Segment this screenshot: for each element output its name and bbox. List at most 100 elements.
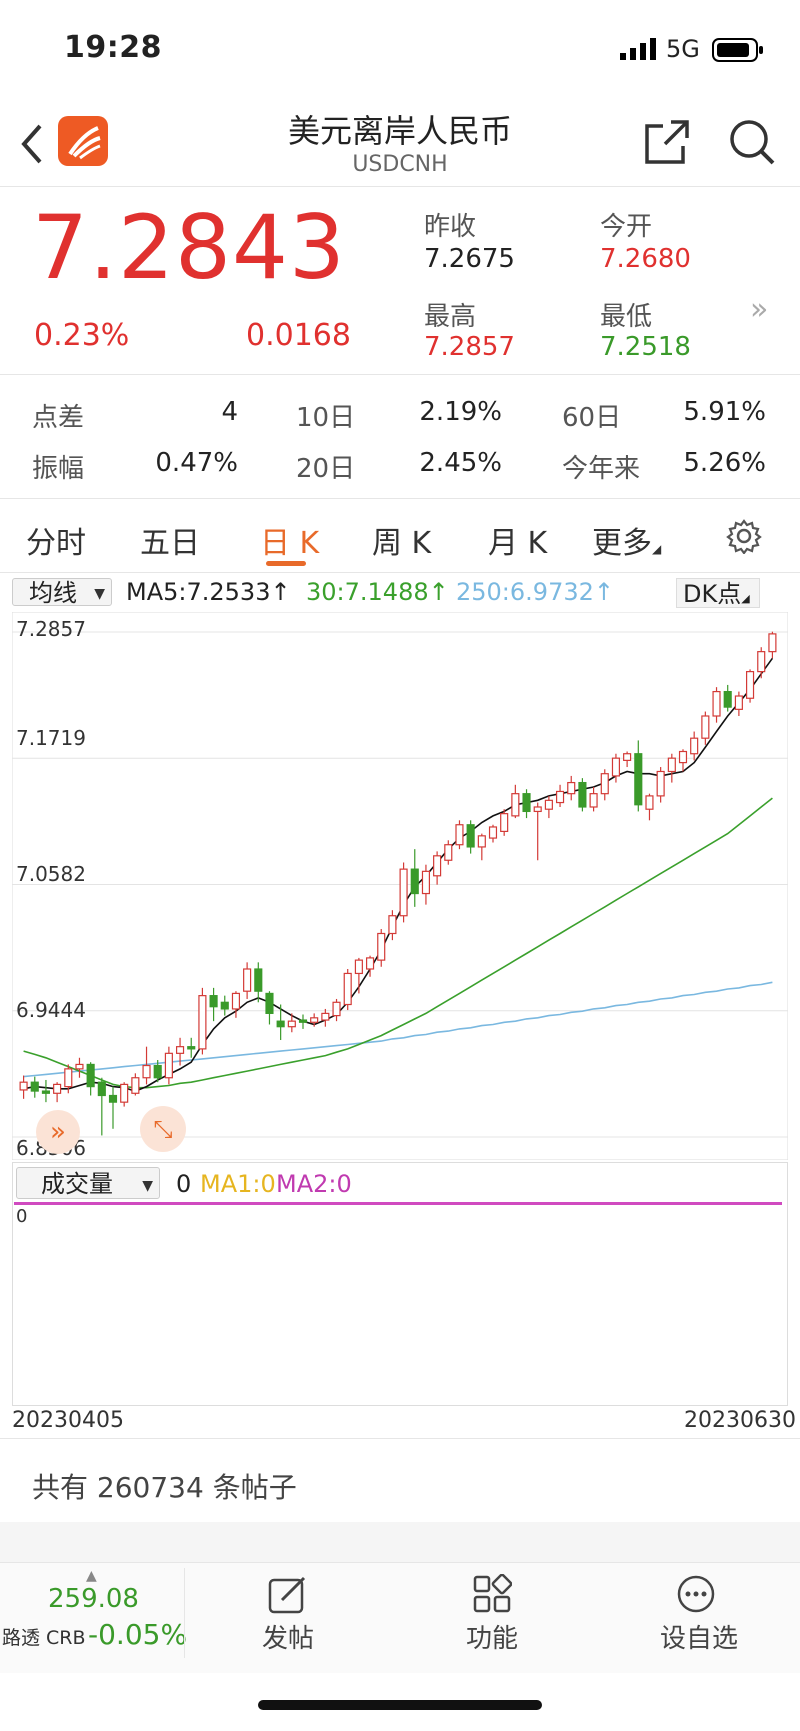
candle	[265, 991, 274, 1025]
back-icon[interactable]	[18, 122, 46, 166]
candle-body	[276, 1020, 285, 1028]
change-amount: 0.0168	[246, 318, 351, 353]
more-dots-icon[interactable]	[676, 1574, 716, 1614]
crb-change[interactable]: -0.05%	[88, 1618, 188, 1651]
candle-body	[444, 844, 453, 861]
expand-quote-icon[interactable]: »	[750, 292, 769, 327]
candle-body	[399, 868, 408, 917]
volume-chart[interactable]	[12, 1162, 788, 1406]
crb-value[interactable]: 259.08	[48, 1584, 139, 1614]
candle-body	[667, 757, 676, 773]
candle-body	[75, 1063, 84, 1070]
candle-body	[768, 633, 777, 653]
candle	[64, 1064, 73, 1094]
tab-daily-k[interactable]: 日 K	[260, 526, 320, 561]
candle-body	[477, 835, 486, 848]
candle	[198, 987, 207, 1055]
candle-body	[757, 651, 766, 673]
tab-weekly-k[interactable]: 周 K	[372, 526, 432, 561]
expand-up-icon[interactable]: ▲	[86, 1568, 97, 1584]
candle	[120, 1082, 129, 1107]
divider	[0, 572, 800, 573]
indicator-selector[interactable]: 均线 ▼	[12, 578, 112, 607]
candle-body	[589, 793, 598, 808]
candle	[757, 647, 766, 679]
volume-ma2: MA2:0	[276, 1170, 352, 1198]
scroll-left-button[interactable]: »	[36, 1110, 80, 1154]
candle-body	[209, 995, 218, 1008]
candle-body	[500, 813, 509, 833]
candle	[86, 1062, 95, 1096]
post-count[interactable]: 共有 260734 条帖子	[32, 1471, 297, 1504]
ma250-value: 250:6.9732↑	[456, 578, 614, 606]
share-icon[interactable]	[643, 118, 691, 166]
candle	[175, 1037, 185, 1066]
ytd-label: 今年来	[562, 454, 641, 484]
app-logo-icon	[58, 116, 108, 166]
crb-name[interactable]: 路透 CRB	[2, 1627, 86, 1649]
candle	[444, 840, 453, 865]
candle-body	[466, 824, 475, 848]
post-button[interactable]: 发帖	[262, 1624, 315, 1654]
dk-points-button[interactable]: DK点◢	[676, 578, 760, 608]
volume-selector[interactable]: 成交量 ▼	[16, 1167, 160, 1199]
tab-monthly-k[interactable]: 月 K	[488, 526, 548, 561]
candle	[220, 995, 229, 1016]
tab-five-day[interactable]: 五日	[140, 526, 200, 561]
divider	[0, 1438, 800, 1439]
candle-body	[97, 1081, 106, 1097]
caret-icon: ◢	[741, 592, 750, 605]
tab-more-label: 更多	[592, 526, 652, 561]
tab-more[interactable]: 更多◢	[592, 518, 661, 562]
candle	[131, 1073, 140, 1096]
compose-icon[interactable]	[268, 1574, 308, 1614]
tab-intraday[interactable]: 分时	[26, 526, 86, 561]
candle	[477, 833, 486, 861]
candle-body	[623, 753, 632, 761]
candle	[745, 669, 755, 703]
d20-label: 20日	[296, 454, 356, 484]
candle	[623, 751, 632, 768]
candle-body	[53, 1083, 62, 1094]
fullscreen-button[interactable]: ⤡	[140, 1106, 186, 1152]
section-gap	[0, 1522, 800, 1562]
candle-body	[354, 959, 363, 975]
candle	[678, 749, 688, 772]
add-watchlist-button[interactable]: 设自选	[660, 1624, 739, 1654]
candle-body	[198, 995, 207, 1050]
settings-icon[interactable]	[726, 518, 762, 554]
candle-body	[19, 1081, 28, 1091]
candle	[410, 849, 419, 907]
candle-body	[64, 1068, 73, 1088]
candle-body	[544, 799, 553, 810]
indicator-selector-label: 均线	[29, 579, 77, 607]
spread-value: 4	[221, 397, 238, 427]
signal-icon	[620, 38, 656, 60]
spread-label: 点差	[32, 403, 85, 433]
candle-body	[108, 1094, 118, 1103]
amplitude-label: 振幅	[32, 454, 85, 484]
candle-body	[332, 1001, 341, 1017]
candle	[567, 775, 576, 801]
status-bar: 19:28 5G	[0, 0, 800, 100]
candle	[209, 987, 218, 1022]
functions-button[interactable]: 功能	[466, 1624, 519, 1654]
candlestick-chart[interactable]	[12, 612, 788, 1160]
caret-icon: ◢	[652, 542, 662, 556]
candle	[589, 787, 598, 812]
candle	[231, 991, 241, 1018]
candle	[701, 711, 710, 745]
change-percent: 0.23%	[34, 318, 130, 353]
header: 美元离岸人民币 USDCNH	[0, 100, 800, 187]
search-icon[interactable]	[728, 118, 776, 166]
candle	[254, 962, 263, 1003]
candle-body	[611, 757, 621, 777]
candle	[600, 769, 609, 801]
candle	[187, 1037, 196, 1058]
candle-body	[164, 1052, 173, 1079]
candle-body	[41, 1090, 51, 1094]
candle	[354, 957, 363, 994]
candle-body	[656, 770, 665, 797]
bottom-bar	[0, 1562, 800, 1673]
functions-icon[interactable]	[472, 1574, 512, 1614]
